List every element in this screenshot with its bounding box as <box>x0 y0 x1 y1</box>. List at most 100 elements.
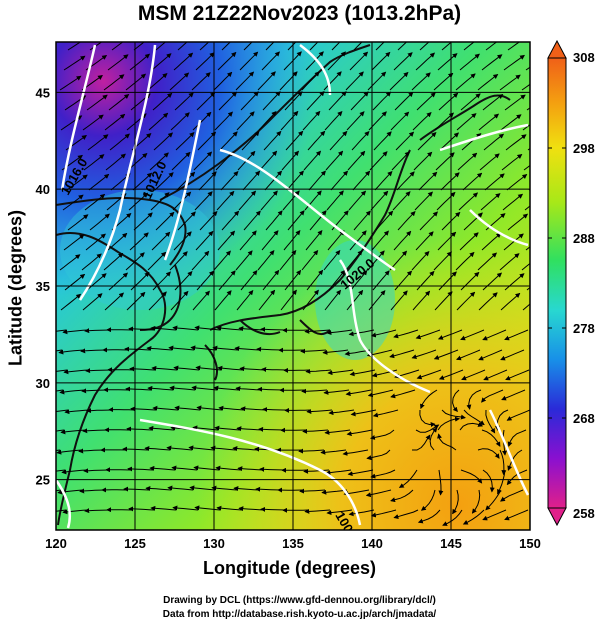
streamline-arrow <box>462 509 485 525</box>
streamline-arrow <box>529 49 530 50</box>
streamline-arrow <box>59 389 86 395</box>
streamline-arrow <box>236 111 255 131</box>
streamline-arrow <box>411 72 431 91</box>
streamline-arrow <box>107 232 128 251</box>
streamline-arrow <box>390 111 410 131</box>
streamline-arrow <box>393 329 419 339</box>
streamline-arrow <box>56 349 63 352</box>
streamline-arrow <box>128 506 155 512</box>
streamline-arrow <box>324 429 351 435</box>
streamline-arrow <box>307 130 326 151</box>
streamline-arrow <box>371 230 389 251</box>
streamline-arrow <box>243 210 261 231</box>
y-tick-label: 30 <box>36 376 50 391</box>
streamline-arrow <box>175 132 195 151</box>
streamline-arrow <box>412 112 432 131</box>
isobar-line <box>488 409 530 496</box>
streamline-arrow <box>501 153 523 171</box>
streamline-arrow <box>324 289 342 311</box>
streamline-arrow <box>63 369 90 375</box>
streamline-arrow <box>348 329 375 337</box>
streamline-arrow <box>522 124 530 131</box>
streamline-arrow <box>86 408 113 414</box>
streamline-arrow <box>257 250 275 271</box>
streamline-arrow <box>322 349 349 355</box>
streamline-arrow <box>61 469 88 475</box>
streamline-arrow <box>149 465 176 471</box>
streamline-arrow <box>455 251 475 271</box>
colorbar-gradient <box>547 57 567 509</box>
streamline-arrow <box>56 409 69 413</box>
streamline-arrow <box>153 132 174 151</box>
colorbar-tick-label: 288 <box>573 231 595 246</box>
streamline-arrow <box>485 489 502 511</box>
streamline-arrow <box>214 111 233 131</box>
streamline-arrow <box>62 329 89 335</box>
streamline-arrow <box>529 229 530 230</box>
streamline-arrow <box>195 52 215 71</box>
streamline-arrow <box>327 51 346 71</box>
streamline-arrow <box>440 172 460 191</box>
streamline-arrow <box>411 349 437 360</box>
streamline-arrow <box>345 389 372 397</box>
x-axis-ticks: 120 125 130 135 140 145 150 <box>45 536 541 551</box>
streamline-arrow <box>265 210 283 231</box>
streamline-arrow <box>234 346 261 352</box>
streamline-arrow <box>466 389 482 410</box>
streamline-arrow <box>372 270 390 291</box>
streamline-arrow <box>238 190 257 211</box>
streamline-arrow <box>441 42 453 51</box>
streamline-arrow <box>437 329 463 340</box>
streamline-arrow <box>346 429 373 437</box>
streamline-arrow <box>236 426 263 432</box>
streamline-arrow <box>347 150 366 171</box>
streamline-arrow <box>502 193 524 211</box>
streamline-arrow <box>78 448 105 454</box>
streamline-arrow <box>415 231 434 251</box>
streamline-arrow <box>240 270 258 291</box>
streamline-arrow <box>477 252 498 271</box>
streamline-arrow <box>416 369 442 380</box>
streamline-arrow <box>393 230 412 251</box>
streamline-arrow <box>258 110 277 131</box>
streamline-arrow <box>194 191 213 211</box>
streamline-arrow <box>346 111 365 131</box>
streamline-arrow <box>196 91 216 111</box>
streamline-arrow <box>393 52 413 71</box>
streamline-arrow <box>151 365 178 371</box>
streamline-arrow <box>79 488 106 494</box>
streamline-arrow <box>218 405 245 411</box>
streamline-arrow <box>301 249 319 271</box>
streamline-arrow <box>148 291 167 311</box>
streamline-arrow <box>56 469 66 472</box>
streamline-arrow <box>210 445 237 451</box>
isobar-line <box>163 119 202 261</box>
streamline-arrow <box>417 132 437 151</box>
streamline-arrow <box>127 466 154 472</box>
streamline-arrow <box>478 292 498 311</box>
streamline-arrow <box>126 291 146 311</box>
streamline-arrow <box>213 71 233 91</box>
streamline-arrow <box>147 73 168 91</box>
streamline-arrow <box>504 329 529 341</box>
streamline-arrow <box>418 171 438 191</box>
streamline-arrow <box>259 466 286 472</box>
streamline-arrow <box>82 293 103 311</box>
streamline-arrow <box>412 434 431 451</box>
streamline-arrow <box>373 131 392 151</box>
streamline-arrow <box>506 469 528 486</box>
streamline-arrow <box>481 389 504 403</box>
streamline-arrow <box>371 51 391 71</box>
streamline-arrow <box>218 270 236 291</box>
streamline-arrow <box>147 251 167 271</box>
streamline-arrow <box>415 329 441 340</box>
streamline-arrow <box>505 134 527 151</box>
streamline-arrow <box>195 365 222 371</box>
streamline-arrow <box>369 429 395 440</box>
streamline-arrow <box>129 232 149 251</box>
streamline-arrow <box>280 110 299 131</box>
streamline-arrow <box>177 211 196 231</box>
isobar-line <box>78 44 157 301</box>
streamline-arrow <box>104 113 126 131</box>
streamline-arrow <box>176 171 196 191</box>
